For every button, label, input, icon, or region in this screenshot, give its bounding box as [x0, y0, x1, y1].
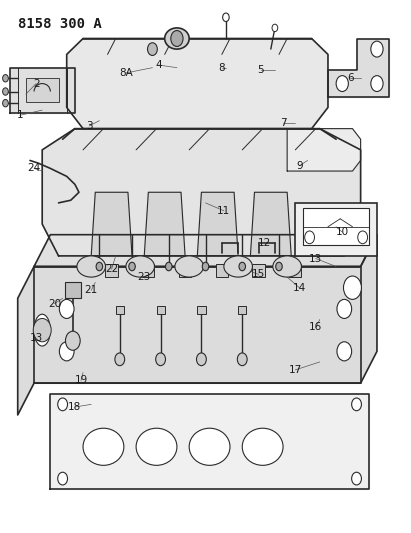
Ellipse shape [165, 28, 189, 49]
Circle shape [96, 262, 103, 271]
Ellipse shape [136, 428, 177, 465]
Circle shape [239, 262, 245, 271]
Ellipse shape [242, 428, 283, 465]
Circle shape [166, 262, 172, 271]
Circle shape [171, 30, 183, 46]
Polygon shape [51, 394, 369, 489]
Circle shape [58, 472, 67, 485]
Text: 6: 6 [347, 73, 354, 83]
Circle shape [223, 13, 229, 21]
Circle shape [65, 331, 80, 350]
Circle shape [59, 342, 74, 361]
Text: 4: 4 [155, 60, 162, 70]
Polygon shape [34, 235, 377, 266]
Circle shape [58, 398, 67, 411]
Text: 23: 23 [138, 272, 151, 282]
Polygon shape [34, 266, 360, 383]
Ellipse shape [126, 256, 155, 277]
Bar [289, 264, 301, 277]
Ellipse shape [83, 428, 124, 465]
Ellipse shape [273, 256, 301, 277]
Ellipse shape [224, 256, 252, 277]
Text: 21: 21 [85, 285, 98, 295]
Circle shape [59, 300, 74, 318]
Text: 13: 13 [30, 333, 43, 343]
Text: 18: 18 [68, 402, 81, 412]
Polygon shape [328, 38, 389, 97]
Bar [216, 264, 228, 277]
Text: 22: 22 [105, 264, 118, 274]
Circle shape [2, 88, 8, 95]
Ellipse shape [34, 314, 51, 346]
Bar [157, 306, 165, 314]
Text: 13: 13 [309, 254, 322, 263]
Bar [296, 203, 377, 256]
Bar [252, 264, 265, 277]
Polygon shape [67, 38, 328, 128]
Circle shape [352, 398, 361, 411]
Circle shape [129, 262, 135, 271]
Ellipse shape [175, 256, 203, 277]
Circle shape [2, 75, 8, 82]
Polygon shape [9, 68, 75, 113]
Bar [65, 282, 81, 298]
Circle shape [336, 76, 349, 92]
Circle shape [156, 353, 166, 366]
Polygon shape [42, 128, 360, 256]
Polygon shape [144, 192, 185, 256]
Bar [142, 264, 155, 277]
Circle shape [202, 262, 209, 271]
Text: 8158 300 A: 8158 300 A [18, 17, 102, 31]
Circle shape [115, 353, 125, 366]
Text: 3: 3 [86, 121, 92, 131]
Ellipse shape [189, 428, 230, 465]
Circle shape [352, 472, 361, 485]
Text: 19: 19 [74, 375, 88, 385]
Text: 8A: 8A [119, 68, 133, 78]
Text: 14: 14 [293, 282, 306, 293]
Circle shape [344, 276, 361, 300]
Polygon shape [91, 192, 132, 256]
Bar [197, 306, 206, 314]
Text: 2: 2 [33, 78, 39, 88]
Text: 10: 10 [336, 227, 349, 237]
Circle shape [237, 353, 247, 366]
Circle shape [33, 318, 51, 342]
Bar [115, 306, 124, 314]
Text: 11: 11 [217, 206, 231, 216]
Circle shape [272, 24, 278, 31]
Circle shape [2, 100, 8, 107]
Text: 12: 12 [258, 238, 271, 248]
Ellipse shape [77, 256, 106, 277]
Text: 9: 9 [296, 161, 303, 171]
Polygon shape [287, 128, 360, 171]
Polygon shape [197, 192, 238, 256]
Polygon shape [250, 192, 291, 256]
Bar [26, 78, 58, 102]
Circle shape [305, 231, 314, 244]
Text: 17: 17 [289, 365, 302, 375]
Polygon shape [18, 235, 377, 415]
Text: 7: 7 [280, 118, 286, 128]
Bar [238, 306, 246, 314]
Circle shape [148, 43, 157, 55]
Text: 5: 5 [257, 66, 264, 75]
Circle shape [371, 76, 383, 92]
Circle shape [337, 342, 352, 361]
Text: 8: 8 [219, 63, 225, 72]
Circle shape [358, 231, 367, 244]
Circle shape [276, 262, 282, 271]
Text: 1: 1 [16, 110, 23, 120]
Text: 15: 15 [252, 270, 265, 279]
Text: 16: 16 [309, 322, 322, 333]
Bar [303, 208, 369, 245]
Circle shape [337, 300, 352, 318]
Circle shape [196, 353, 206, 366]
Bar [179, 264, 191, 277]
Text: 24: 24 [28, 164, 41, 173]
Circle shape [371, 41, 383, 57]
Text: 20: 20 [48, 298, 61, 309]
Bar [106, 264, 118, 277]
